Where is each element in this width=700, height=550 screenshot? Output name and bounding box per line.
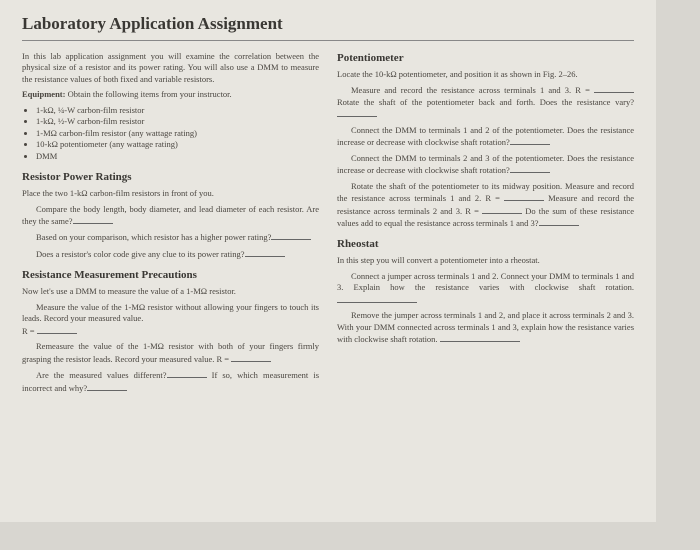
prec-p4: Are the measured values different? If so… — [22, 369, 319, 394]
list-item: 10-kΩ potentiometer (any wattage rating) — [36, 139, 319, 150]
intro-text: In this lab application assignment you w… — [22, 51, 319, 85]
blank-line — [504, 192, 544, 201]
blank-line — [510, 136, 550, 145]
pot-p3: Connect the DMM to terminals 1 and 2 of … — [337, 125, 634, 149]
page-title: Laboratory Application Assignment — [22, 14, 634, 41]
blank-line — [482, 205, 522, 214]
rheo-p2: Connect a jumper across terminals 1 and … — [337, 271, 634, 306]
blank-line — [87, 382, 127, 391]
right-column: Potentiometer Locate the 10-kΩ potentiom… — [337, 51, 634, 398]
ratings-p4: Does a resistor's color code give any cl… — [22, 248, 319, 260]
list-item: 1-kΩ, ½-W carbon-film resistor — [36, 116, 319, 127]
equipment-text: Obtain the following items from your ins… — [68, 89, 232, 99]
prec-p2: Measure the value of the 1-MΩ resistor w… — [22, 302, 319, 337]
rheo-p1: In this step you will convert a potentio… — [337, 255, 634, 266]
pot-p2: Measure and record the resistance across… — [337, 84, 634, 120]
prec-p3: Remeasure the value of the 1-MΩ resistor… — [22, 341, 319, 365]
ratings-p3: Based on your comparison, which resistor… — [22, 231, 319, 243]
blank-line — [539, 217, 579, 226]
ratings-p2: Compare the body length, body diameter, … — [22, 204, 319, 228]
blank-line — [440, 333, 520, 342]
blank-line — [231, 353, 271, 362]
list-item: DMM — [36, 151, 319, 162]
heading-potentiometer: Potentiometer — [337, 51, 634, 66]
blank-line — [594, 84, 634, 93]
equipment-label: Equipment: — [22, 89, 65, 99]
equipment-line: Equipment: Obtain the following items fr… — [22, 89, 319, 100]
ratings-p1: Place the two 1-kΩ carbon-film resistors… — [22, 188, 319, 199]
prec-p1: Now let's use a DMM to measure the value… — [22, 286, 319, 297]
list-item: 1-kΩ, ¼-W carbon-film resistor — [36, 105, 319, 116]
heading-precautions: Resistance Measurement Precautions — [22, 268, 319, 283]
list-item: 1-MΩ carbon-film resistor (any wattage r… — [36, 128, 319, 139]
columns: In this lab application assignment you w… — [22, 51, 634, 398]
pot-p5: Rotate the shaft of the potentiometer to… — [337, 181, 634, 230]
heading-rheostat: Rheostat — [337, 237, 634, 252]
rheo-p3: Remove the jumper across terminals 1 and… — [337, 310, 634, 345]
left-column: In this lab application assignment you w… — [22, 51, 319, 398]
heading-ratings: Resistor Power Ratings — [22, 170, 319, 185]
blank-line — [271, 231, 311, 240]
blank-line — [37, 325, 77, 334]
blank-line — [337, 294, 417, 303]
blank-line — [73, 215, 113, 224]
blank-line — [167, 369, 207, 378]
blank-line — [510, 164, 550, 173]
blank-line — [245, 248, 285, 257]
equipment-list: 1-kΩ, ¼-W carbon-film resistor 1-kΩ, ½-W… — [22, 105, 319, 162]
pot-p1: Locate the 10-kΩ potentiometer, and posi… — [337, 69, 634, 80]
page: Laboratory Application Assignment In thi… — [0, 0, 656, 522]
pot-p4: Connect the DMM to terminals 2 and 3 of … — [337, 153, 634, 177]
blank-line — [337, 108, 377, 117]
